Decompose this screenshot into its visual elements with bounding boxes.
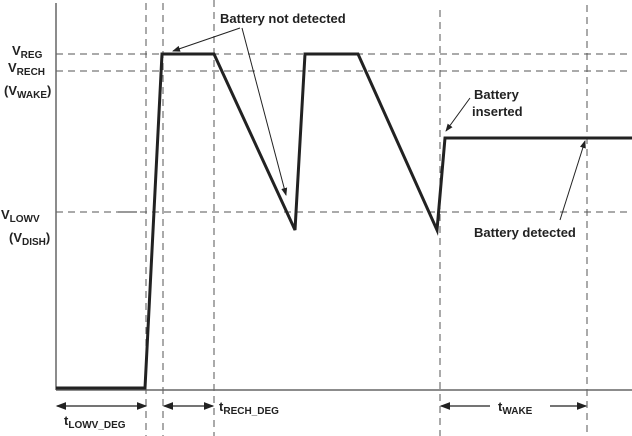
vlowv-label: VLOWV	[1, 207, 40, 225]
twake-label: tWAKE	[498, 399, 533, 417]
battery-inserted-label-line1: Battery	[474, 87, 519, 102]
arrow-not-detected-2	[241, 27, 288, 196]
trech-deg-label: tRECH_DEG	[219, 399, 279, 417]
arrow-not-detected-1	[172, 27, 241, 52]
vwake-label: (VWAKE)	[4, 83, 52, 101]
vreg-label: VREG	[12, 43, 43, 61]
battery-not-detected-label: Battery not detected	[220, 11, 346, 26]
arrow-detected	[559, 140, 586, 221]
vrech-label: VRECH	[8, 60, 46, 78]
battery-detected-label: Battery detected	[474, 225, 576, 240]
vdish-label: (VDISH)	[9, 230, 51, 248]
voltage-waveform	[56, 52, 632, 390]
battery-inserted-label-line2: inserted	[472, 104, 523, 119]
tlowv-deg-label: tLOWV_DEG	[64, 413, 126, 431]
arrow-inserted	[445, 97, 471, 132]
